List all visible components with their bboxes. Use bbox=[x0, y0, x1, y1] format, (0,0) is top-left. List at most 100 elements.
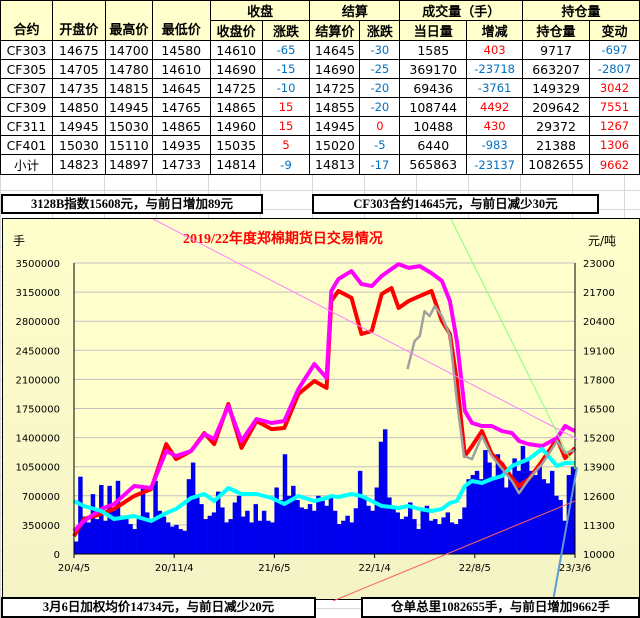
volume-bar bbox=[316, 495, 321, 554]
cell-9: -3761 bbox=[466, 78, 524, 98]
cell-8: 369170 bbox=[399, 59, 468, 79]
table-row: 小计 14823 14897 14733 14814 -9 14813 -17 565863 -2… bbox=[0, 154, 640, 175]
left-tick-label: 2100000 bbox=[15, 375, 60, 386]
cell-11: -697 bbox=[589, 40, 640, 60]
col-contract: 合约 bbox=[0, 0, 53, 41]
chart-title: 2019/22年度郑棉期货日交易情况 bbox=[183, 230, 383, 247]
series-line-2 bbox=[73, 447, 575, 523]
x-tick-label: 21/6/5 bbox=[258, 563, 290, 574]
volume-bar bbox=[207, 515, 213, 554]
cell-9: -23137 bbox=[466, 154, 524, 175]
volume-bar bbox=[499, 462, 505, 554]
cell-11: 1267 bbox=[589, 116, 640, 136]
series-line-1 bbox=[72, 262, 576, 533]
volume-bar bbox=[516, 470, 522, 554]
volume-bar bbox=[174, 524, 179, 554]
cell-4: 15035 bbox=[209, 135, 263, 155]
table-row: CF309 14850 14945 14765 14865 15 14855 -20 10874… bbox=[0, 97, 640, 117]
cell-4: 14725 bbox=[209, 78, 263, 98]
cell-3: 14935 bbox=[151, 135, 211, 155]
volume-bar bbox=[428, 520, 434, 554]
cell-10: 209642 bbox=[522, 97, 591, 117]
volume-bar bbox=[274, 487, 279, 554]
volume-bar bbox=[374, 487, 380, 554]
col-settle-change: 涨跌 bbox=[359, 20, 401, 41]
cell-9: -23718 bbox=[466, 59, 524, 79]
group-close: 收盘 bbox=[209, 0, 311, 21]
volume-bar bbox=[90, 494, 96, 554]
volume-bar bbox=[270, 522, 275, 554]
volume-bar bbox=[391, 509, 396, 554]
volume-bar bbox=[337, 524, 342, 554]
col-low: 最低价 bbox=[151, 0, 211, 41]
x-tick-label: 20/11/4 bbox=[155, 563, 194, 574]
cell-2: 15030 bbox=[104, 116, 153, 136]
series-line-3 bbox=[406, 304, 576, 495]
left-tick-label: 700000 bbox=[22, 492, 60, 503]
cell-6: 14855 bbox=[309, 97, 361, 117]
volume-bar bbox=[462, 507, 467, 554]
cell-0: CF309 bbox=[0, 97, 53, 117]
contract-note: CF303合约14645元，与前日减少30元 bbox=[312, 194, 599, 214]
cell-8: 10488 bbox=[399, 116, 468, 136]
cell-4: 14960 bbox=[209, 116, 263, 136]
left-unit: 手 bbox=[13, 234, 25, 248]
cell-3: 14610 bbox=[151, 59, 211, 79]
cell-6: 15020 bbox=[309, 135, 361, 155]
cell-9: -983 bbox=[466, 135, 524, 155]
cell-7: -30 bbox=[359, 40, 401, 60]
cell-0: CF311 bbox=[0, 116, 53, 136]
volume-bar bbox=[554, 495, 559, 554]
volume-bar bbox=[395, 512, 400, 554]
cell-10: 21388 bbox=[522, 135, 591, 155]
cell-10: 29372 bbox=[522, 116, 591, 136]
volume-bar bbox=[324, 505, 329, 554]
volume-bar bbox=[107, 485, 112, 554]
cell-0: CF307 bbox=[0, 78, 53, 98]
cell-0: 小计 bbox=[0, 154, 53, 175]
right-tick-label: 17800 bbox=[583, 375, 615, 386]
volume-bar bbox=[266, 520, 271, 554]
cell-5: 15 bbox=[261, 116, 311, 136]
cell-3: 14733 bbox=[151, 154, 211, 175]
cell-10: 663207 bbox=[522, 59, 591, 79]
volume-bar bbox=[520, 445, 526, 554]
cell-6: 14725 bbox=[309, 78, 361, 98]
volume-bar bbox=[533, 475, 538, 554]
volume-bar bbox=[558, 499, 563, 554]
volume-bar bbox=[545, 483, 551, 554]
volume-bar bbox=[82, 516, 87, 554]
cell-5: 15 bbox=[261, 97, 311, 117]
right-tick-label: 10000 bbox=[583, 550, 615, 561]
volume-bar bbox=[491, 479, 496, 554]
cell-2: 14700 bbox=[104, 40, 153, 60]
volume-bar bbox=[495, 454, 501, 554]
cell-2: 14780 bbox=[104, 59, 153, 79]
volume-bar bbox=[570, 466, 576, 554]
volume-bar bbox=[224, 522, 229, 554]
cell-3: 14765 bbox=[151, 97, 211, 117]
volume-bar bbox=[529, 470, 534, 554]
table-row: CF401 15030 15110 14935 15035 5 15020 -5 6440 -98… bbox=[0, 135, 640, 155]
x-tick-label: 22/1/4 bbox=[359, 563, 391, 574]
x-tick-label: 23/3/6 bbox=[559, 563, 591, 574]
cell-7: -17 bbox=[359, 154, 401, 175]
cell-4: 14610 bbox=[209, 40, 263, 60]
volume-bar bbox=[504, 487, 509, 554]
cell-3: 14645 bbox=[151, 78, 211, 98]
col-settle: 结算价 bbox=[309, 20, 361, 41]
cell-10: 149329 bbox=[522, 78, 591, 98]
table-row: CF305 14705 14780 14610 14690 -15 14690 -25 3691… bbox=[0, 59, 640, 79]
cell-0: CF305 bbox=[0, 59, 53, 79]
volume-bar bbox=[311, 510, 317, 554]
table-row: CF311 14945 15030 14865 14960 15 14945 0 10488 43… bbox=[0, 116, 640, 136]
volume-bar bbox=[470, 475, 476, 554]
cell-7: -5 bbox=[359, 135, 401, 155]
cell-7: -25 bbox=[359, 59, 401, 79]
volume-bar bbox=[94, 519, 100, 554]
volume-bar bbox=[199, 504, 204, 554]
right-tick-label: 19100 bbox=[583, 346, 615, 357]
volume-bar bbox=[320, 500, 325, 554]
cell-1: 14735 bbox=[51, 78, 106, 98]
volume-bar bbox=[524, 458, 530, 554]
